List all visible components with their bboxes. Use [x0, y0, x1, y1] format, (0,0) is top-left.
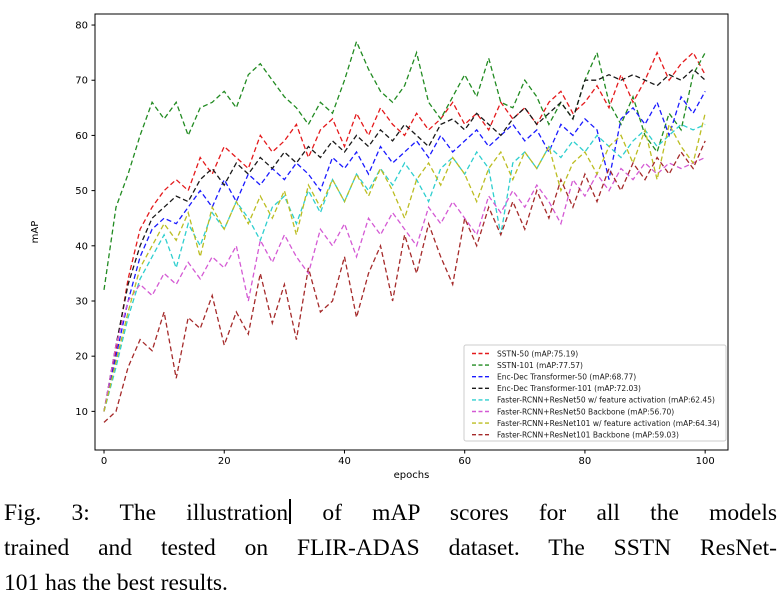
legend-label-faster-rcnn-resnet101-feature-activation: Faster-RCNN+ResNet101 w/ feature activat…	[497, 419, 720, 428]
legend-label-faster-rcnn-resnet50-feature-activation: Faster-RCNN+ResNet50 w/ feature activati…	[497, 396, 715, 405]
legend-box	[463, 344, 727, 442]
legend-label-enc-dec-transformer-101: Enc-Dec Transformer-101 (mAP:72.03)	[497, 384, 641, 393]
legend-label-faster-rcnn-resnet50-backbone: Faster-RCNN+ResNet50 Backbone (mAP:56.70…	[497, 407, 674, 416]
y-tick-label: 60	[75, 131, 88, 142]
x-tick-label: 20	[218, 456, 231, 467]
y-tick-label: 40	[75, 241, 88, 252]
x-tick-label: 0	[101, 456, 107, 467]
caption-text-after-cursor: of mAP scores for all the models	[292, 500, 777, 526]
legend-label-sstn-50: SSTN-50 (mAP:75.19)	[497, 349, 578, 358]
caption-line-1: Fig. 3: The illustration of mAP scores f…	[4, 496, 777, 531]
y-axis-label: mAP	[30, 221, 41, 244]
caption-line-2: trained and tested on FLIR-ADAS dataset.…	[4, 535, 777, 561]
x-axis: 0 20 40 60 80 100 epochs	[101, 450, 715, 481]
map-line-chart: 0 20 40 60 80 100 epochs 10 20 30 40 50 60 70 80 mAP SST…	[30, 13, 729, 481]
caption-line-3: 101 has the best results.	[4, 570, 228, 596]
x-tick-label: 100	[696, 456, 715, 467]
series-line-enc-dec-transformer-101	[103, 68, 706, 412]
y-tick-label: 30	[75, 296, 88, 307]
x-tick-label: 40	[338, 456, 351, 467]
caption-text-before-cursor: Fig. 3: The illustration	[4, 500, 289, 526]
legend-label-enc-dec-transformer-50: Enc-Dec Transformer-50 (mAP:68.77)	[497, 373, 636, 382]
figure-3: 0 20 40 60 80 100 epochs 10 20 30 40 50 60 70 80 mAP SST…	[30, 13, 729, 481]
figure-caption: Fig. 3: The illustration of mAP scores f…	[0, 492, 781, 601]
y-tick-label: 70	[75, 76, 88, 87]
legend-label-sstn-101: SSTN-101 (mAP:77.57)	[497, 361, 583, 370]
y-tick-label: 50	[75, 186, 88, 197]
series-line-faster-rcnn-resnet50-backbone	[103, 156, 706, 412]
y-axis: 10 20 30 40 50 60 70 80 mAP	[30, 21, 95, 418]
series-line-faster-rcnn-resnet50-feature-activation	[103, 123, 706, 412]
legend-label-faster-rcnn-resnet101-backbone: Faster-RCNN+ResNet101 Backbone (mAP:59.0…	[497, 431, 679, 440]
series-line-faster-rcnn-resnet101-backbone	[103, 140, 706, 423]
series-line-sstn-101	[103, 39, 706, 290]
series-line-sstn-50	[103, 50, 706, 412]
y-tick-label: 80	[75, 21, 88, 32]
y-tick-label: 10	[75, 407, 88, 418]
x-axis-label: epochs	[394, 470, 430, 481]
legend: SSTN-50 (mAP:75.19) SSTN-101 (mAP:77.57) E…	[463, 344, 727, 442]
plot-frame	[94, 13, 729, 451]
series-line-enc-dec-transformer-50	[103, 90, 706, 412]
x-tick-label: 60	[458, 456, 471, 467]
x-tick-label: 80	[579, 456, 592, 467]
y-tick-label: 20	[75, 352, 88, 363]
text-cursor	[289, 499, 292, 524]
